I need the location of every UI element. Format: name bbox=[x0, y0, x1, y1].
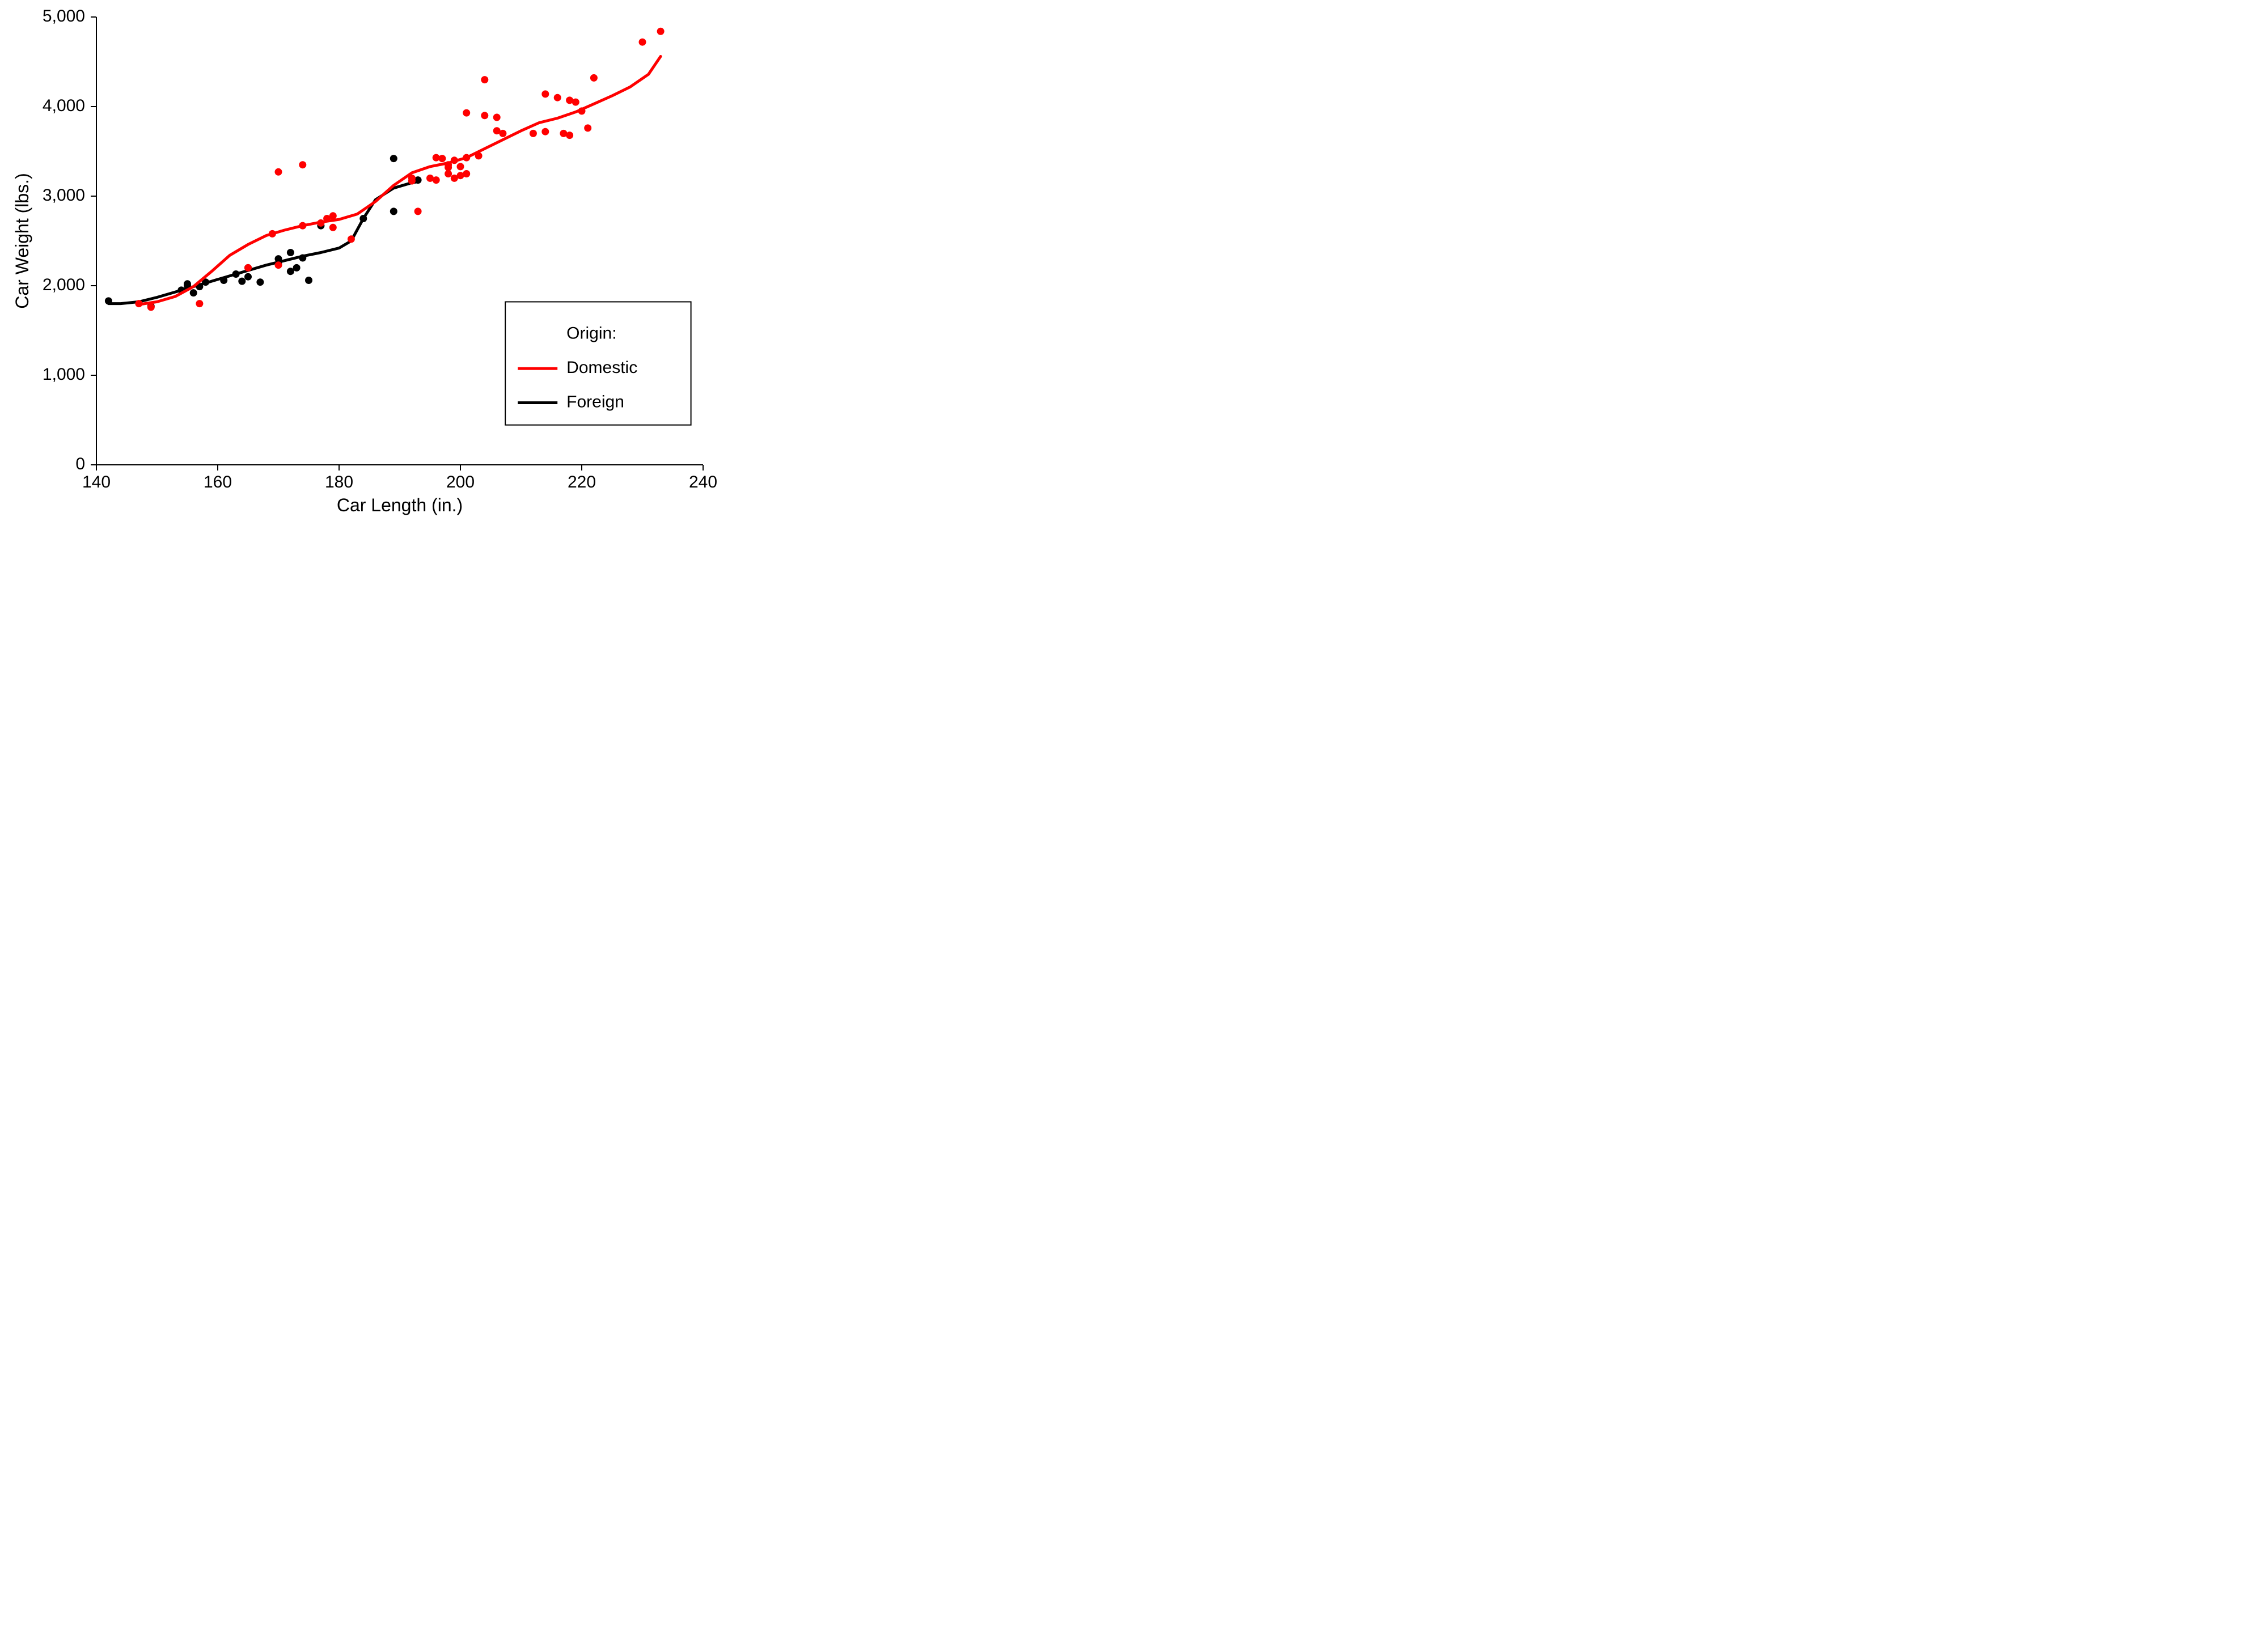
data-point-foreign bbox=[190, 289, 197, 296]
data-point-foreign bbox=[256, 278, 264, 286]
legend-label-domestic: Domestic bbox=[566, 358, 637, 377]
data-point-domestic bbox=[135, 300, 142, 307]
data-point-domestic bbox=[445, 170, 452, 177]
scatter-chart: 0 1,000 2,000 3,000 4,000 5,000 140 160 180 200 22… bbox=[0, 0, 726, 527]
data-point-domestic bbox=[451, 156, 458, 164]
x-tick-label: 140 bbox=[82, 473, 111, 491]
x-tick-label: 160 bbox=[204, 473, 232, 491]
data-point-domestic bbox=[299, 222, 306, 230]
y-tick-label: 1,000 bbox=[43, 365, 85, 384]
data-point-domestic bbox=[481, 76, 488, 83]
data-point-foreign bbox=[287, 249, 294, 256]
data-point-domestic bbox=[554, 94, 561, 101]
y-tick-label: 3,000 bbox=[43, 186, 85, 205]
data-point-foreign bbox=[105, 297, 112, 304]
legend: Origin: Domestic Foreign bbox=[505, 302, 691, 425]
y-tick-label: 5,000 bbox=[43, 7, 85, 26]
data-point-domestic bbox=[572, 99, 579, 106]
data-point-domestic bbox=[499, 130, 506, 137]
x-tick-label: 200 bbox=[446, 473, 475, 491]
data-point-domestic bbox=[147, 303, 155, 311]
x-tick-label: 180 bbox=[325, 473, 353, 491]
data-point-foreign bbox=[275, 255, 282, 262]
data-point-domestic bbox=[433, 176, 440, 184]
data-point-domestic bbox=[244, 264, 252, 272]
data-point-domestic bbox=[457, 163, 464, 170]
data-point-foreign bbox=[238, 278, 246, 285]
data-point-domestic bbox=[299, 161, 306, 168]
data-point-domestic bbox=[196, 300, 203, 307]
data-point-domestic bbox=[541, 128, 549, 135]
data-point-domestic bbox=[530, 130, 537, 137]
data-point-domestic bbox=[463, 170, 470, 177]
data-point-foreign bbox=[244, 273, 252, 281]
chart-container: 0 1,000 2,000 3,000 4,000 5,000 140 160 180 200 22… bbox=[0, 0, 726, 527]
data-point-foreign bbox=[232, 270, 240, 278]
legend-title: Origin: bbox=[566, 324, 616, 343]
data-point-domestic bbox=[639, 39, 646, 46]
chart-background bbox=[0, 0, 726, 527]
data-point-foreign bbox=[359, 215, 367, 222]
data-point-domestic bbox=[584, 124, 591, 132]
data-point-domestic bbox=[269, 230, 276, 238]
y-tick-label: 0 bbox=[75, 455, 85, 473]
data-point-foreign bbox=[293, 264, 301, 272]
x-tick-label: 240 bbox=[689, 473, 717, 491]
data-point-domestic bbox=[317, 219, 324, 227]
data-point-domestic bbox=[475, 152, 483, 159]
data-point-domestic bbox=[463, 154, 470, 162]
data-point-domestic bbox=[493, 114, 501, 121]
legend-label-foreign: Foreign bbox=[566, 392, 624, 411]
data-point-domestic bbox=[463, 109, 470, 117]
x-tick-label: 220 bbox=[568, 473, 596, 491]
data-point-domestic bbox=[578, 107, 586, 115]
data-point-domestic bbox=[348, 235, 355, 243]
data-point-foreign bbox=[184, 280, 191, 287]
data-point-domestic bbox=[481, 112, 488, 119]
y-axis-label: Car Weight (lbs.) bbox=[12, 173, 32, 308]
data-point-domestic bbox=[438, 155, 446, 162]
data-point-domestic bbox=[329, 212, 337, 219]
data-point-domestic bbox=[329, 224, 337, 231]
x-axis-label: Car Length (in.) bbox=[337, 495, 463, 515]
data-point-domestic bbox=[657, 28, 665, 35]
data-point-foreign bbox=[390, 207, 397, 215]
data-point-foreign bbox=[299, 255, 306, 262]
data-point-domestic bbox=[541, 90, 549, 98]
data-point-domestic bbox=[414, 207, 422, 215]
data-point-domestic bbox=[590, 74, 598, 82]
data-point-domestic bbox=[445, 161, 452, 168]
data-point-foreign bbox=[390, 155, 397, 162]
data-point-foreign bbox=[305, 277, 312, 284]
data-point-domestic bbox=[408, 175, 416, 182]
y-tick-label: 2,000 bbox=[43, 275, 85, 294]
y-tick-label: 4,000 bbox=[43, 96, 85, 115]
data-point-domestic bbox=[275, 168, 282, 176]
data-point-domestic bbox=[275, 261, 282, 269]
data-point-domestic bbox=[566, 132, 573, 139]
data-point-foreign bbox=[220, 277, 227, 284]
